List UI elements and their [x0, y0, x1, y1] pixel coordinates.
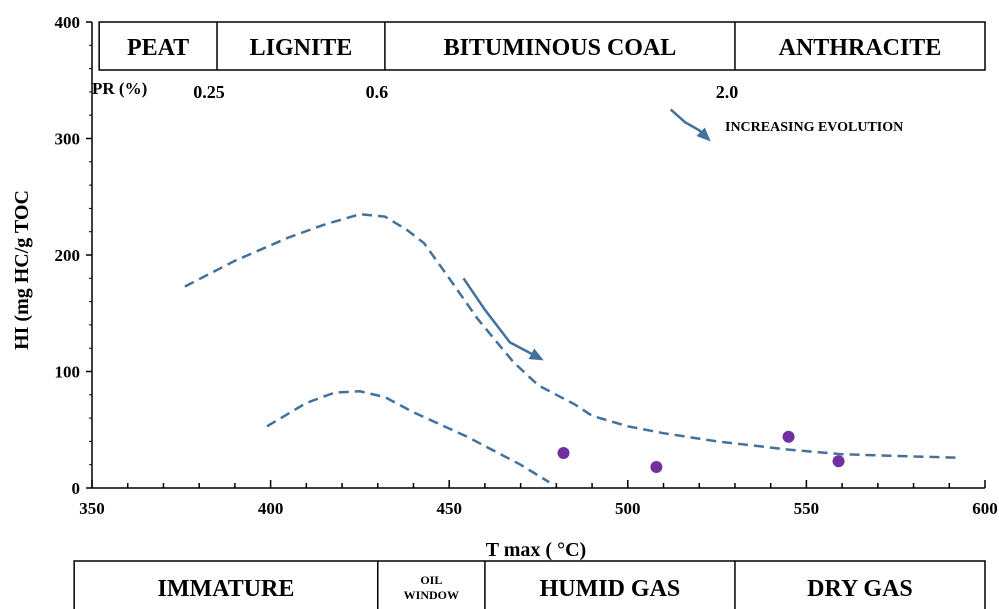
maturity-band-label: DRY GAS — [807, 576, 913, 602]
rank-band-label: BITUMINOUS COAL — [444, 35, 677, 61]
y-tick-label: 100 — [55, 363, 81, 382]
reflectance-marker: 0.6 — [366, 82, 389, 102]
reflectance-marker: 0.25 — [193, 82, 225, 102]
rank-band-group: PEAT LIGNITE BITUMINOUS COAL ANTHRACITE 0.25… — [98, 21, 986, 102]
x-tick-label: 450 — [436, 499, 462, 518]
label-group: HI (mg HC/g TOC T max ( °C) PR (%) INCRE… — [11, 79, 903, 561]
maturity-band-label: IMMATURE — [158, 576, 295, 602]
guide-curve-group — [184, 108, 961, 484]
y-tick-label: 300 — [55, 130, 81, 149]
maturity-band-label: HUMID GAS — [540, 576, 681, 602]
x-tick-label: 550 — [794, 499, 820, 518]
x-axis-label: T max ( °C) — [486, 539, 586, 561]
x-tick-label: 400 — [258, 499, 284, 518]
data-point — [782, 430, 795, 443]
x-tick-label: 350 — [79, 499, 105, 518]
evolution-arrow-head — [696, 127, 711, 142]
reflectance-label: PR (%) — [92, 79, 147, 98]
evolution-annotation: INCREASING EVOLUTION — [725, 120, 903, 135]
y-axis-label: HI (mg HC/g TOC — [11, 190, 33, 350]
rank-band-label: PEAT — [127, 35, 189, 61]
data-point — [557, 447, 570, 460]
guide-curve — [184, 212, 961, 459]
maturity-band-label: OIL — [420, 573, 442, 587]
y-tick-label: 400 — [55, 13, 81, 32]
evolution-arrow-head — [528, 348, 544, 361]
y-tick-label: 200 — [55, 246, 81, 265]
guide-curve — [266, 390, 550, 484]
data-point — [650, 461, 663, 474]
data-point — [832, 455, 845, 468]
rank-band-label: LIGNITE — [250, 35, 353, 61]
axes-group: 0 100 200 300 400 350 400 450 500 550 600 — [55, 13, 998, 518]
y-tick-label: 0 — [72, 479, 81, 498]
rank-band-frame — [98, 21, 986, 71]
maturity-band-label: WINDOW — [404, 588, 459, 602]
x-tick-label: 500 — [615, 499, 641, 518]
data-point-group — [557, 430, 845, 474]
rank-band-label: ANTHRACITE — [779, 35, 942, 61]
reflectance-marker: 2.0 — [716, 82, 739, 102]
maturity-band-frame — [73, 560, 986, 609]
evolution-arrow-shaft — [462, 277, 540, 359]
x-tick-label: 600 — [972, 499, 998, 518]
